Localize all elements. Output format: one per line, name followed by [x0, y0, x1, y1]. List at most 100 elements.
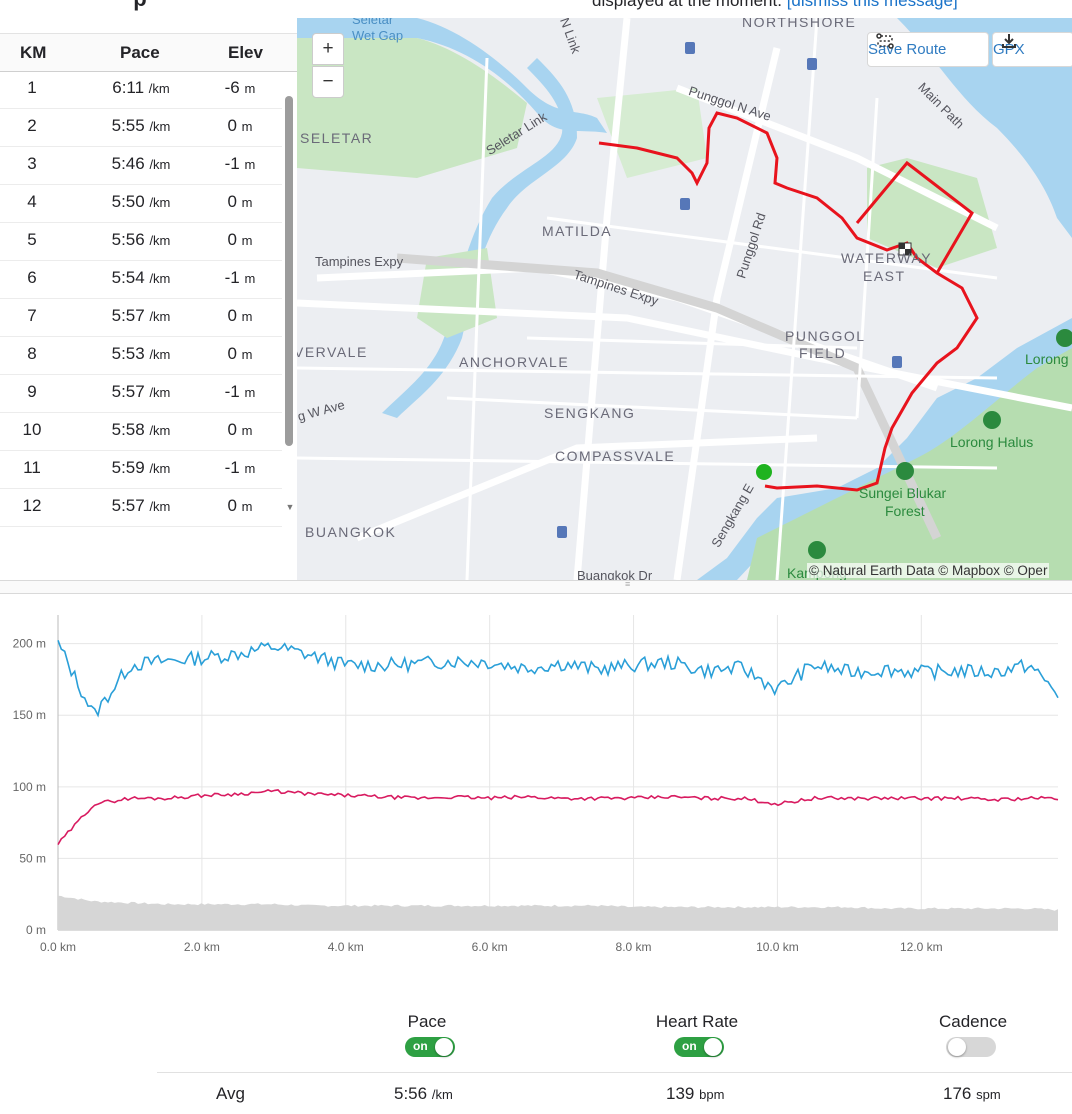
split-row[interactable]: 4 5:50 /km 0 m — [0, 185, 282, 223]
avg-pace-unit: /km — [431, 1087, 453, 1102]
area-label: PUNGGOL — [785, 328, 866, 344]
route-icon — [876, 33, 894, 49]
analysis-chart[interactable]: 0 m 50 m 100 m 150 m 200 m 0.0 km 2.0 km 4.0 km… — [0, 605, 1072, 955]
split-pace: 5:46 /km — [111, 154, 171, 173]
split-elev: -6 m — [224, 78, 256, 97]
stats-divider — [157, 1072, 1072, 1073]
split-pace: 5:57 /km — [111, 382, 171, 401]
dismiss-message-link[interactable]: [dismiss this message] — [786, 0, 958, 10]
area-label: SENGKANG — [544, 405, 636, 421]
split-km: 6 — [27, 268, 37, 287]
split-pace: 5:54 /km — [111, 268, 171, 287]
avg-hr-unit: bpm — [699, 1087, 725, 1102]
split-row[interactable]: 11 5:59 /km -1 m — [0, 451, 282, 489]
banner-message: displayed at the moment. — [592, 0, 782, 10]
x-tick-label: 2.0 km — [184, 940, 220, 954]
pace-toggle[interactable]: on — [405, 1037, 455, 1057]
splits-scroll-thumb[interactable] — [285, 96, 293, 446]
park-punggol — [597, 88, 707, 178]
transit-icon — [685, 42, 695, 54]
split-row[interactable]: 8 5:53 /km 0 m — [0, 337, 282, 375]
resize-divider[interactable]: ≡ — [0, 580, 1072, 594]
heart-rate-series-line — [57, 789, 1059, 845]
split-elev: 0 m — [227, 116, 253, 135]
split-pace: 5:59 /km — [111, 458, 171, 477]
route-map[interactable]: NORTHSHORE SELETAR MATILDA WATERWAY EAST… — [297, 18, 1072, 580]
split-row[interactable]: 9 5:57 /km -1 m — [0, 375, 282, 413]
route-line — [598, 111, 979, 492]
split-row[interactable]: 2 5:55 /km 0 m — [0, 109, 282, 147]
split-row[interactable]: 1 6:11 /km -6 m — [0, 71, 282, 109]
road-label: Seletar — [352, 18, 394, 27]
zoom-out-button[interactable]: − — [312, 66, 344, 98]
split-km: 12 — [22, 496, 42, 515]
split-pace: 5:50 /km — [111, 192, 171, 211]
split-row[interactable]: 12 5:57 /km 0 m — [0, 489, 282, 527]
split-elev: 0 m — [227, 496, 253, 515]
y-tick-label: 150 m — [13, 708, 46, 722]
split-km: 4 — [27, 192, 37, 211]
split-pace: 5:56 /km — [111, 230, 171, 249]
y-tick-label: 50 m — [19, 851, 46, 865]
avg-cadence-value: 176 — [943, 1084, 972, 1103]
split-row[interactable]: 10 5:58 /km 0 m — [0, 413, 282, 451]
splits-title: p — [0, 0, 280, 12]
tree-icon — [1056, 329, 1072, 347]
split-row[interactable]: 7 5:57 /km 0 m — [0, 299, 282, 337]
x-tick-label: 4.0 km — [328, 940, 364, 954]
park-label: Lorong Halus — [950, 434, 1034, 450]
park-label: Sungei Blukar — [859, 485, 947, 501]
x-tick-label: 0.0 km — [40, 940, 76, 954]
avg-pace-value: 5:56 — [394, 1084, 428, 1103]
split-km: 9 — [27, 382, 37, 401]
pace-series-line — [57, 640, 1059, 718]
split-pace: 5:57 /km — [111, 306, 171, 325]
save-route-button[interactable]: Save Route — [867, 32, 989, 67]
split-elev: 0 m — [227, 420, 253, 439]
x-tick-label: 12.0 km — [900, 940, 943, 954]
route-start-marker — [756, 464, 772, 480]
gpx-download-button[interactable]: GPX — [992, 32, 1072, 67]
split-km: 7 — [27, 306, 37, 325]
split-elev: 0 m — [227, 306, 253, 325]
column-km: KM — [20, 43, 47, 62]
chart-svg: 0 m 50 m 100 m 150 m 200 m 0.0 km 2.0 km 4.0 km… — [13, 615, 1059, 954]
avg-pace: 5:56 /km — [394, 1084, 453, 1104]
column-pace: Pace — [120, 43, 160, 62]
gpx-label: GPX — [993, 41, 1025, 58]
resize-grip-icon[interactable]: ≡ — [625, 579, 631, 589]
scroll-down-arrow-icon[interactable]: ▼ — [285, 502, 295, 512]
notice-banner: displayed at the moment. [dismiss this m… — [297, 0, 1072, 18]
avg-hr-value: 139 — [666, 1084, 695, 1103]
tree-icon — [896, 462, 914, 480]
x-tick-label: 6.0 km — [472, 940, 508, 954]
road-punggol — [673, 47, 781, 580]
park-label: Forest — [885, 503, 925, 519]
split-pace: 6:11 /km — [112, 78, 170, 97]
split-elev: 0 m — [227, 344, 253, 363]
area-label: EAST — [863, 268, 906, 284]
park-area — [297, 38, 527, 178]
map-attribution[interactable]: © Natural Earth Data © Mapbox © Oper — [807, 563, 1050, 578]
split-pace: 5:55 /km — [111, 116, 171, 135]
zoom-in-button[interactable]: + — [312, 33, 344, 65]
split-row[interactable]: 3 5:46 /km -1 m — [0, 147, 282, 185]
split-row[interactable]: 6 5:54 /km -1 m — [0, 261, 282, 299]
area-label: FIELD — [799, 345, 847, 361]
cadence-header: Cadence — [938, 1012, 1008, 1031]
split-km: 3 — [27, 154, 37, 173]
split-row[interactable]: 5 5:56 /km 0 m — [0, 223, 282, 261]
split-elev: -1 m — [224, 382, 256, 401]
split-elev: -1 m — [224, 458, 256, 477]
avg-heart-rate: 139 bpm — [666, 1084, 724, 1104]
cadence-toggle[interactable] — [946, 1037, 996, 1057]
road-label: Wet Gap — [352, 28, 404, 43]
park-label: Lorong — [1025, 351, 1069, 367]
transit-icon — [680, 198, 690, 210]
heart-rate-toggle[interactable]: on — [674, 1037, 724, 1057]
heart-rate-header: Heart Rate — [655, 1012, 739, 1031]
split-elev: -1 m — [224, 154, 256, 173]
split-pace: 5:53 /km — [111, 344, 171, 363]
split-elev: 0 m — [227, 192, 253, 211]
split-pace: 5:58 /km — [111, 420, 171, 439]
